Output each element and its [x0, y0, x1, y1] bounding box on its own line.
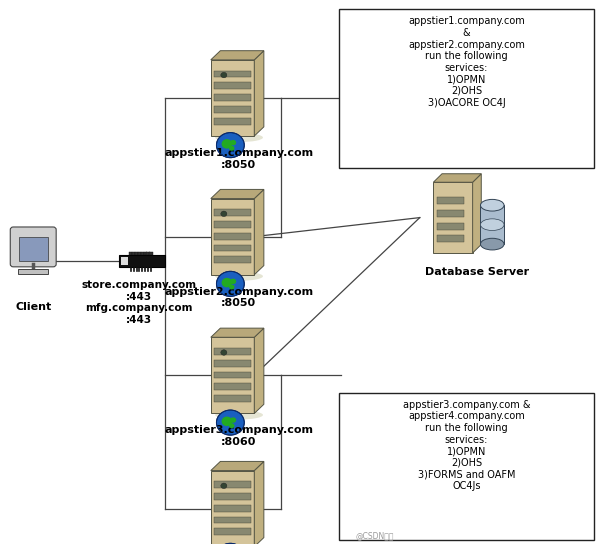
- FancyBboxPatch shape: [214, 94, 251, 101]
- FancyBboxPatch shape: [214, 245, 251, 251]
- Circle shape: [221, 211, 227, 217]
- Text: Database Server: Database Server: [425, 267, 529, 276]
- Circle shape: [221, 350, 227, 355]
- Polygon shape: [254, 51, 264, 136]
- Polygon shape: [211, 328, 264, 337]
- FancyBboxPatch shape: [144, 252, 147, 255]
- FancyBboxPatch shape: [211, 199, 254, 275]
- Text: appstier2.company.com
:8050: appstier2.company.com :8050: [164, 287, 313, 308]
- Circle shape: [216, 543, 244, 544]
- FancyBboxPatch shape: [146, 252, 150, 255]
- FancyBboxPatch shape: [437, 210, 464, 217]
- FancyBboxPatch shape: [437, 197, 464, 204]
- Circle shape: [230, 279, 236, 284]
- Text: Client: Client: [15, 302, 51, 312]
- Polygon shape: [211, 51, 264, 60]
- Polygon shape: [211, 461, 264, 471]
- FancyBboxPatch shape: [437, 222, 464, 230]
- Ellipse shape: [222, 146, 243, 151]
- FancyBboxPatch shape: [339, 393, 594, 540]
- FancyBboxPatch shape: [214, 221, 251, 228]
- FancyBboxPatch shape: [214, 82, 251, 89]
- FancyBboxPatch shape: [211, 60, 254, 136]
- FancyBboxPatch shape: [214, 493, 251, 500]
- Polygon shape: [254, 461, 264, 544]
- FancyBboxPatch shape: [481, 205, 504, 244]
- FancyBboxPatch shape: [214, 233, 251, 240]
- FancyBboxPatch shape: [211, 471, 254, 544]
- Circle shape: [216, 271, 244, 296]
- FancyBboxPatch shape: [211, 337, 254, 413]
- Circle shape: [216, 410, 244, 435]
- Text: appstier3.company.com
:8060: appstier3.company.com :8060: [164, 425, 313, 447]
- FancyBboxPatch shape: [214, 71, 251, 77]
- Polygon shape: [254, 189, 264, 275]
- Ellipse shape: [481, 200, 504, 211]
- Ellipse shape: [215, 133, 263, 142]
- Ellipse shape: [481, 219, 504, 231]
- FancyBboxPatch shape: [138, 252, 141, 255]
- FancyBboxPatch shape: [135, 252, 138, 255]
- Circle shape: [222, 417, 232, 426]
- FancyBboxPatch shape: [214, 481, 251, 488]
- Text: store.company.com
:443
mfg.company.com
:443: store.company.com :443 mfg.company.com :…: [82, 280, 196, 325]
- Ellipse shape: [215, 271, 263, 281]
- Circle shape: [229, 146, 234, 151]
- FancyBboxPatch shape: [214, 360, 251, 367]
- FancyBboxPatch shape: [19, 237, 48, 261]
- FancyBboxPatch shape: [141, 252, 144, 255]
- Circle shape: [221, 483, 227, 489]
- FancyBboxPatch shape: [214, 384, 251, 390]
- FancyBboxPatch shape: [214, 505, 251, 512]
- FancyBboxPatch shape: [119, 255, 164, 267]
- Ellipse shape: [222, 423, 243, 428]
- Circle shape: [221, 72, 227, 78]
- Polygon shape: [434, 174, 481, 182]
- FancyBboxPatch shape: [214, 209, 251, 216]
- FancyBboxPatch shape: [214, 106, 251, 113]
- FancyBboxPatch shape: [214, 118, 251, 125]
- FancyBboxPatch shape: [132, 252, 135, 255]
- Polygon shape: [211, 189, 264, 199]
- FancyBboxPatch shape: [434, 182, 472, 253]
- Circle shape: [222, 139, 232, 149]
- Circle shape: [216, 133, 244, 158]
- FancyBboxPatch shape: [214, 517, 251, 523]
- FancyBboxPatch shape: [437, 235, 464, 243]
- FancyBboxPatch shape: [18, 269, 48, 274]
- Text: appstier3.company.com &
appstier4.company.com
run the following
services:
1)OPMN: appstier3.company.com & appstier4.compan…: [403, 400, 530, 491]
- Ellipse shape: [222, 285, 243, 289]
- Circle shape: [230, 417, 236, 423]
- FancyBboxPatch shape: [214, 528, 251, 535]
- FancyBboxPatch shape: [214, 256, 251, 263]
- FancyBboxPatch shape: [214, 395, 251, 402]
- FancyBboxPatch shape: [149, 252, 153, 255]
- FancyBboxPatch shape: [214, 348, 251, 355]
- Circle shape: [229, 423, 234, 428]
- Ellipse shape: [215, 410, 263, 419]
- Circle shape: [230, 140, 236, 145]
- Circle shape: [229, 285, 234, 289]
- Text: appstier1.company.com
:8050: appstier1.company.com :8050: [164, 148, 313, 170]
- Ellipse shape: [481, 238, 504, 250]
- Polygon shape: [254, 328, 264, 413]
- Circle shape: [222, 278, 232, 287]
- Polygon shape: [472, 174, 481, 253]
- FancyBboxPatch shape: [129, 252, 132, 255]
- FancyBboxPatch shape: [339, 9, 594, 168]
- FancyBboxPatch shape: [121, 257, 128, 265]
- Text: @CSDN博客: @CSDN博客: [355, 530, 394, 540]
- FancyBboxPatch shape: [214, 372, 251, 379]
- FancyBboxPatch shape: [10, 227, 56, 267]
- Text: appstier1.company.com
&
appstier2.company.com
run the following
services:
1)OPMN: appstier1.company.com & appstier2.compan…: [408, 16, 525, 108]
